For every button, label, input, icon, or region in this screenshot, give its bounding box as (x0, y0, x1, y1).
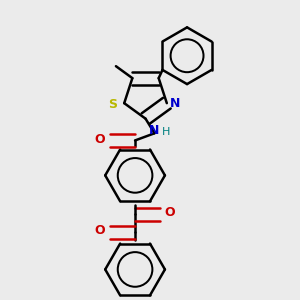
Text: N: N (148, 124, 159, 137)
Text: N: N (170, 97, 180, 110)
Text: O: O (95, 224, 105, 237)
Text: H: H (162, 127, 170, 137)
Text: O: O (95, 133, 105, 146)
Text: S: S (108, 98, 117, 112)
Text: O: O (164, 206, 175, 219)
